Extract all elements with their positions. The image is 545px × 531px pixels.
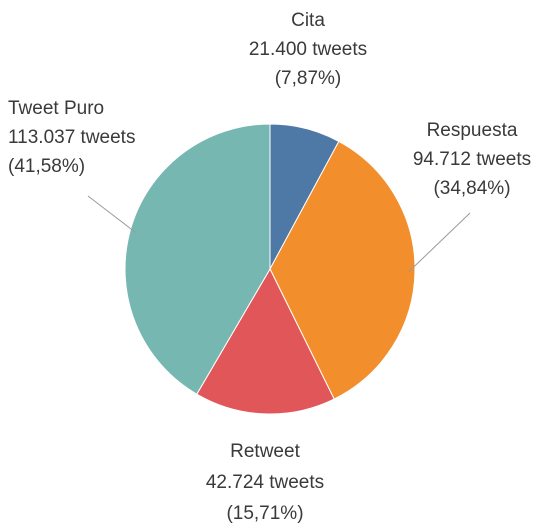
label-tweet-puro-percent: (41,58%) [8, 156, 85, 177]
label-retweet-name: Retweet [230, 441, 300, 462]
label-respuesta: Respuesta 94.712 tweets (34,84%) [413, 120, 531, 199]
pie-slice-retweet [196, 267, 335, 415]
label-tweet-puro-value: 113.037 tweets [8, 127, 135, 148]
label-tweet-puro-name: Tweet Puro [8, 98, 104, 119]
label-respuesta-value: 94.712 tweets [413, 149, 531, 170]
label-retweet: Retweet 42.724 tweets (15,71%) [206, 441, 324, 524]
pie-slice-respuesta [269, 140, 416, 400]
pie-slice-tweet-puro [124, 123, 271, 395]
label-respuesta-percent: (34,84%) [433, 178, 510, 199]
label-retweet-value: 42.724 tweets [206, 472, 324, 493]
label-retweet-percent: (15,71%) [226, 503, 303, 524]
label-tweet-puro: Tweet Puro 113.037 tweets (41,58%) [8, 98, 135, 177]
label-cita: Cita 21.400 tweets (7,87%) [249, 10, 367, 89]
label-cita-value: 21.400 tweets [249, 39, 367, 60]
leader-line-respuesta [408, 212, 471, 272]
pie-slices [124, 123, 416, 415]
label-respuesta-name: Respuesta [427, 120, 518, 141]
leader-line-tweet-puro [87, 195, 137, 234]
label-cita-percent: (7,87%) [275, 68, 342, 89]
leader-lines [87, 195, 471, 272]
label-cita-name: Cita [291, 10, 325, 31]
